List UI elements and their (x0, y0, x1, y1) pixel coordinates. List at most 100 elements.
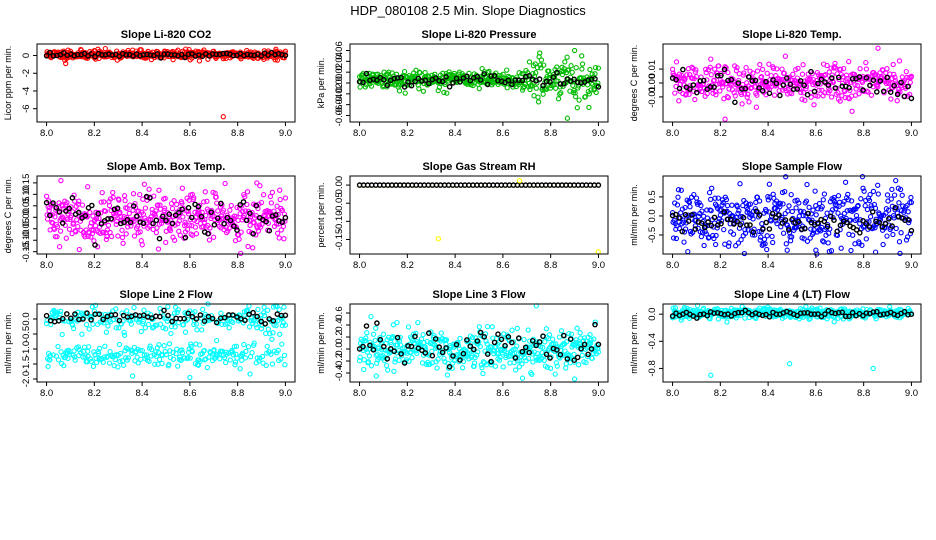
y-tick-label: -0.5 (647, 227, 658, 243)
raw-point (121, 193, 128, 199)
raw-point (544, 364, 551, 370)
binned-point (237, 201, 243, 208)
binned-point (391, 348, 398, 355)
binned-point (211, 221, 218, 228)
raw-point (835, 90, 841, 96)
raw-point (246, 217, 253, 223)
raw-point (477, 343, 483, 350)
raw-point (733, 243, 739, 249)
raw-point (167, 227, 174, 234)
raw-point (553, 85, 559, 91)
raw-point (516, 364, 522, 370)
raw-point (171, 310, 178, 316)
raw-point (276, 306, 282, 313)
raw-point (483, 338, 489, 344)
raw-point (282, 195, 289, 201)
binned-point (265, 52, 271, 58)
binned-point (901, 93, 908, 100)
raw-point (170, 56, 176, 63)
raw-point (365, 359, 372, 365)
binned-point (272, 212, 279, 218)
binned-point (477, 77, 484, 83)
raw-point (269, 336, 275, 342)
raw-point (279, 207, 285, 213)
raw-point (541, 62, 547, 68)
raw-point (576, 97, 582, 103)
binned-point (185, 310, 192, 317)
y-tick-label: 0.6 (334, 306, 345, 319)
binned-point (470, 346, 477, 353)
raw-point (718, 218, 725, 224)
outlier-point (571, 47, 578, 54)
raw-point (141, 307, 147, 313)
raw-point (162, 195, 168, 202)
raw-point (55, 343, 61, 350)
plot-frame (36, 175, 296, 255)
binned-point (178, 51, 185, 58)
raw-point (828, 248, 835, 254)
raw-point (742, 315, 748, 321)
raw-point (130, 191, 137, 197)
raw-point (702, 66, 709, 73)
outlier-point (708, 372, 714, 378)
raw-point (574, 325, 580, 331)
raw-point (745, 91, 751, 97)
raw-point (401, 68, 408, 75)
raw-point (546, 332, 553, 338)
raw-point (542, 339, 548, 345)
outlier-point (63, 60, 69, 67)
raw-point (243, 348, 249, 355)
raw-point (223, 351, 229, 358)
binned-point (554, 347, 560, 353)
binned-point (169, 220, 176, 227)
binned-point (802, 225, 808, 232)
raw-point (128, 321, 135, 327)
raw-point (786, 203, 792, 209)
raw-point (904, 202, 910, 209)
raw-point (141, 181, 148, 187)
raw-point (222, 180, 228, 187)
raw-point (444, 372, 451, 378)
raw-point (131, 304, 137, 311)
x-tick-label: 8.2 (88, 128, 101, 139)
raw-point (158, 220, 165, 226)
raw-point (535, 94, 541, 100)
raw-point (798, 208, 804, 215)
raw-point (168, 330, 174, 337)
binned-point (735, 80, 742, 86)
binned-point (742, 85, 749, 92)
raw-point (182, 329, 189, 335)
binned-point (887, 89, 894, 95)
binned-point (824, 223, 831, 230)
binned-point (853, 227, 860, 233)
raw-point (770, 65, 777, 72)
binned-point (263, 218, 269, 225)
y-tick-label: -0.06 (334, 105, 345, 127)
outlier-point (516, 178, 523, 184)
raw-point (848, 198, 855, 204)
raw-point (480, 370, 486, 377)
binned-point (161, 307, 167, 314)
raw-point (70, 220, 77, 226)
raw-point (107, 196, 114, 202)
raw-point (777, 200, 783, 207)
raw-point (103, 329, 110, 335)
raw-point (860, 185, 866, 191)
binned-point (763, 78, 769, 85)
raw-point (738, 91, 745, 98)
raw-point (177, 232, 183, 238)
raw-point (267, 331, 273, 337)
raw-point (137, 229, 143, 235)
raw-point (163, 351, 169, 358)
plot-frame (662, 175, 922, 255)
raw-point (834, 203, 840, 209)
raw-point (116, 341, 123, 348)
raw-point (201, 199, 207, 205)
raw-point (717, 212, 724, 218)
raw-point (366, 353, 373, 359)
raw-point (862, 203, 868, 209)
binned-point (96, 311, 102, 318)
raw-point (842, 179, 849, 185)
raw-point (138, 328, 144, 335)
raw-point (479, 364, 485, 371)
